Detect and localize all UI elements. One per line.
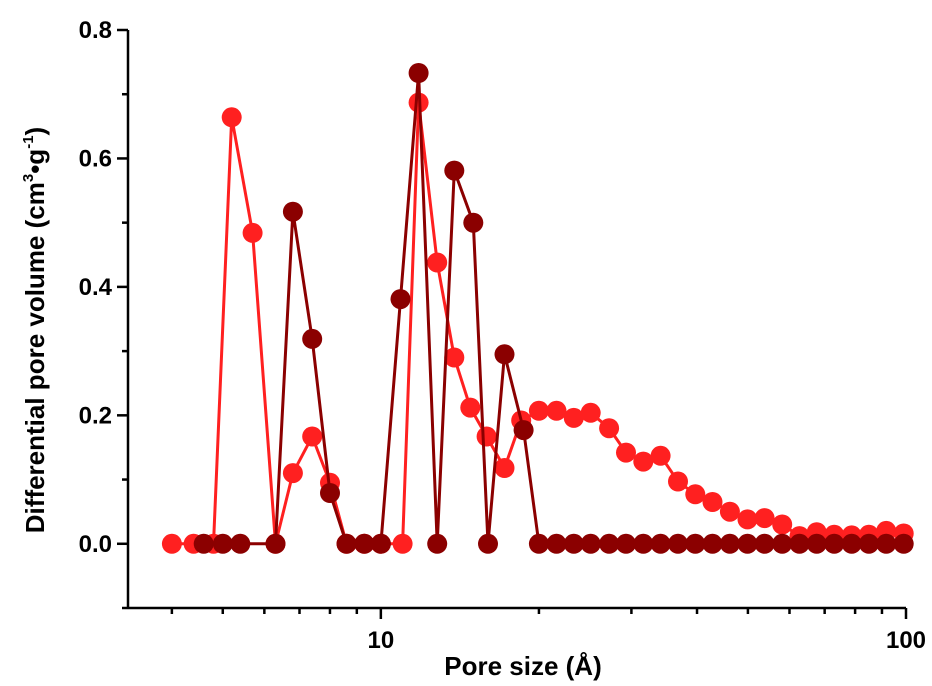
series-2-point-30 <box>719 533 740 554</box>
series-1-point-30 <box>685 484 706 505</box>
series-1-point-35 <box>772 514 793 535</box>
series-2-point-20 <box>546 533 567 554</box>
series-2-point-31 <box>737 533 758 554</box>
series-2-point-8 <box>336 533 357 554</box>
series-2-point-36 <box>824 533 845 554</box>
y-tick-label: 0.8 <box>79 17 112 44</box>
series-1-point-16 <box>444 347 465 368</box>
plot-frame <box>126 30 906 610</box>
y-tick-label: 0.4 <box>79 274 113 301</box>
series-2-point-34 <box>789 533 810 554</box>
y-tick-label: 0.2 <box>79 402 112 429</box>
series-2-point-12 <box>408 63 429 83</box>
series-2-point-7 <box>320 483 340 503</box>
series-2-point-27 <box>668 533 688 554</box>
series-2-point-22 <box>580 533 601 554</box>
x-axis-title: Pore size (Å) <box>444 651 602 681</box>
series-2-point-29 <box>702 533 723 554</box>
series-2-point-28 <box>685 533 706 554</box>
y-axis-title-main: Differential pore volume (cm <box>20 182 50 533</box>
series-2-point-6 <box>302 328 323 349</box>
series-1-point-34 <box>754 508 775 529</box>
series-2-point-25 <box>633 533 654 554</box>
series-2-point-35 <box>806 533 827 554</box>
series-1-point-23 <box>563 407 584 428</box>
series-1-point-28 <box>650 445 671 466</box>
series-2-point-13 <box>427 533 448 554</box>
series-1-point-31 <box>702 492 723 512</box>
series-1-point-17 <box>460 397 481 418</box>
series-2-point-19 <box>528 533 549 554</box>
y-axis-title-g: g <box>20 149 50 165</box>
series-1-point-18 <box>476 426 497 447</box>
series-2-point-3 <box>230 533 251 554</box>
series-1-point-8 <box>302 426 323 447</box>
series-2-point-38 <box>858 533 879 554</box>
series-1-point-24 <box>580 402 601 423</box>
series-1-point-21 <box>528 400 549 421</box>
series-1-point-26 <box>616 442 636 463</box>
series-1-point-32 <box>719 501 740 522</box>
series-2-point-9 <box>354 533 375 554</box>
series-1-point-5 <box>242 222 263 243</box>
series-2-point-37 <box>841 533 862 554</box>
y-axis-title: Differential pore volume (cm3•g-1) <box>20 127 50 533</box>
y-axis-title-close: ) <box>20 127 50 136</box>
y-tick-label: 0.0 <box>79 531 112 558</box>
series-1-point-4 <box>221 107 242 128</box>
series-2-point-16 <box>478 533 498 554</box>
series-2-point-1 <box>193 533 214 554</box>
series-2-point-21 <box>563 533 584 554</box>
series-1-point-7 <box>282 463 303 484</box>
y-axis-title-sup-g: -1 <box>20 135 37 148</box>
series-2-point-4 <box>265 533 286 554</box>
series-2-point-14 <box>444 160 465 181</box>
series-2-point-15 <box>463 212 484 233</box>
series-1-point-15 <box>427 252 448 273</box>
series-2-point-40 <box>893 533 914 554</box>
y-axis-title-sup-cm: 3 <box>20 174 37 182</box>
series-1-point-25 <box>599 418 620 439</box>
series-1-point-22 <box>546 400 567 421</box>
series-2-point-32 <box>754 533 775 554</box>
series-2-point-39 <box>876 533 897 554</box>
series-2-point-11 <box>390 289 411 310</box>
series-2-line <box>203 72 904 546</box>
plot-marks <box>161 63 914 554</box>
y-axis-title-dot: • <box>20 165 50 174</box>
series-2-point-26 <box>650 533 671 554</box>
x-tick-label: 100 <box>886 627 926 654</box>
series-2-point-10 <box>370 533 391 554</box>
series-2-point-18 <box>513 420 534 441</box>
series-2-point-23 <box>599 533 620 554</box>
series-2-point-24 <box>616 533 636 554</box>
series-2-point-5 <box>282 201 303 222</box>
series-2-point-17 <box>494 344 515 365</box>
series-1-point-27 <box>633 451 654 472</box>
y-tick-label: 0.6 <box>79 145 112 172</box>
series-1-point-13 <box>392 533 413 554</box>
series-1-point-1 <box>161 533 182 554</box>
axis-ticks: 0.0 0.2 0.4 0.6 0.8 10 100 <box>79 17 926 654</box>
series-1-point-29 <box>668 471 688 492</box>
series-2-point-2 <box>212 533 233 554</box>
series-1-point-33 <box>737 509 758 530</box>
series-1-line <box>171 102 904 546</box>
x-tick-label: 10 <box>368 627 395 654</box>
series-1-point-19 <box>494 458 515 478</box>
series-2-point-33 <box>772 533 793 554</box>
